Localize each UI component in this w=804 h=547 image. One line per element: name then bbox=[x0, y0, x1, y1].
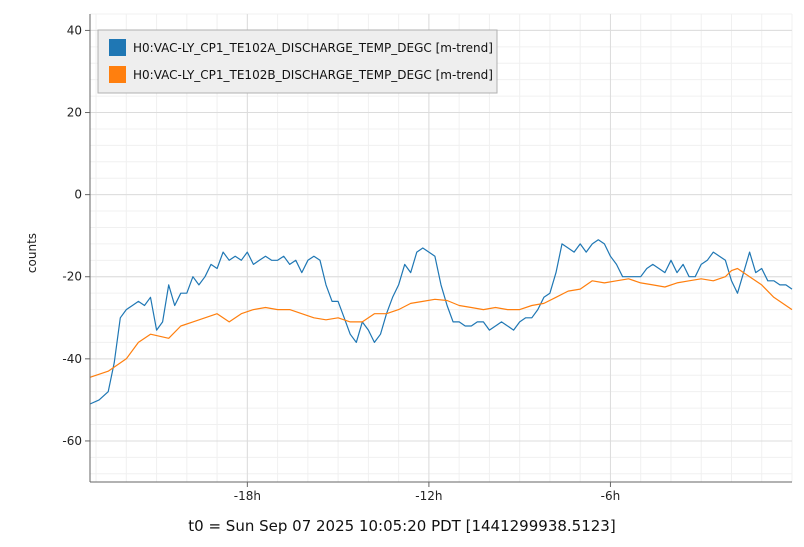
legend-swatch-series-1 bbox=[109, 39, 126, 56]
legend-entry-series-2: H0:VAC-LY_CP1_TE102B_DISCHARGE_TEMP_DEGC… bbox=[133, 68, 493, 82]
legend-swatch-series-2 bbox=[109, 66, 126, 83]
series-line-1 bbox=[89, 239, 793, 405]
y-tick-label: 0 bbox=[74, 188, 82, 202]
y-axis-ticks: 40 20 0 -20 -40 -60 bbox=[62, 23, 90, 448]
y-tick-label: 40 bbox=[67, 23, 82, 37]
x-tick-label: -18h bbox=[234, 489, 261, 503]
legend: H0:VAC-LY_CP1_TE102A_DISCHARGE_TEMP_DEGC… bbox=[97, 29, 498, 94]
y-tick-label: -20 bbox=[62, 270, 82, 284]
legend-entry-series-1: H0:VAC-LY_CP1_TE102A_DISCHARGE_TEMP_DEGC… bbox=[133, 41, 493, 55]
y-axis-label: counts bbox=[25, 233, 39, 273]
y-tick-label: -40 bbox=[62, 352, 82, 366]
y-tick-label: -60 bbox=[62, 434, 82, 448]
series-line-2 bbox=[89, 267, 793, 378]
x-axis-ticks: -18h -12h -6h bbox=[234, 482, 621, 503]
time-origin-label: t0 = Sun Sep 07 2025 10:05:20 PDT [14412… bbox=[188, 517, 616, 535]
x-tick-label: -12h bbox=[415, 489, 442, 503]
legend-box bbox=[97, 29, 498, 94]
series-layer bbox=[89, 239, 793, 405]
x-tick-label: -6h bbox=[601, 489, 621, 503]
y-tick-label: 20 bbox=[67, 106, 82, 120]
